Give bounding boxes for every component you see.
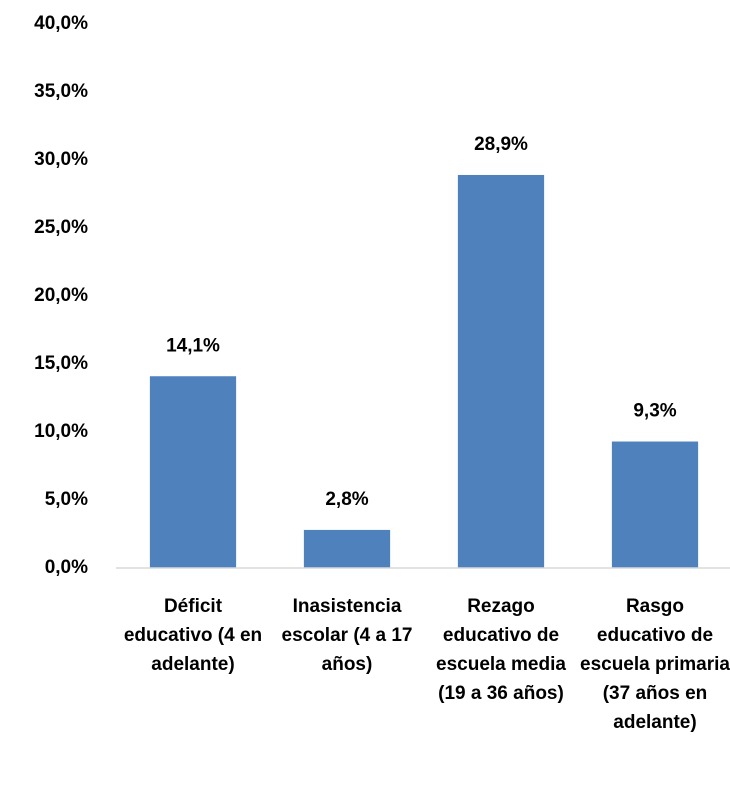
x-tick-label: Rasgo educativo de escuela primaria (37 … [580,596,730,733]
y-tick-label: 30,0% [34,149,88,170]
y-tick-label: 15,0% [34,353,88,374]
x-tick-label: Déficit educativo (4 en adelante) [123,596,263,675]
y-tick-label: 35,0% [34,81,88,102]
bar [457,174,545,568]
y-tick-label: 40,0% [34,13,88,34]
value-label: 9,3% [633,401,676,422]
bar [303,529,391,568]
bar [611,441,699,568]
x-tick-label: Rezago educativo de escuela media (19 a … [436,596,566,704]
y-tick-label: 5,0% [45,489,88,510]
y-tick-label: 20,0% [34,285,88,306]
value-label: 2,8% [325,489,368,510]
bar [149,376,237,568]
value-label: 14,1% [166,335,220,356]
y-tick-label: 10,0% [34,421,88,442]
y-tick-label: 25,0% [34,217,88,238]
y-tick-label: 0,0% [45,557,88,578]
x-tick-label: Inasistencia escolar (4 a 17 años) [281,596,413,675]
value-label: 28,9% [474,134,528,155]
